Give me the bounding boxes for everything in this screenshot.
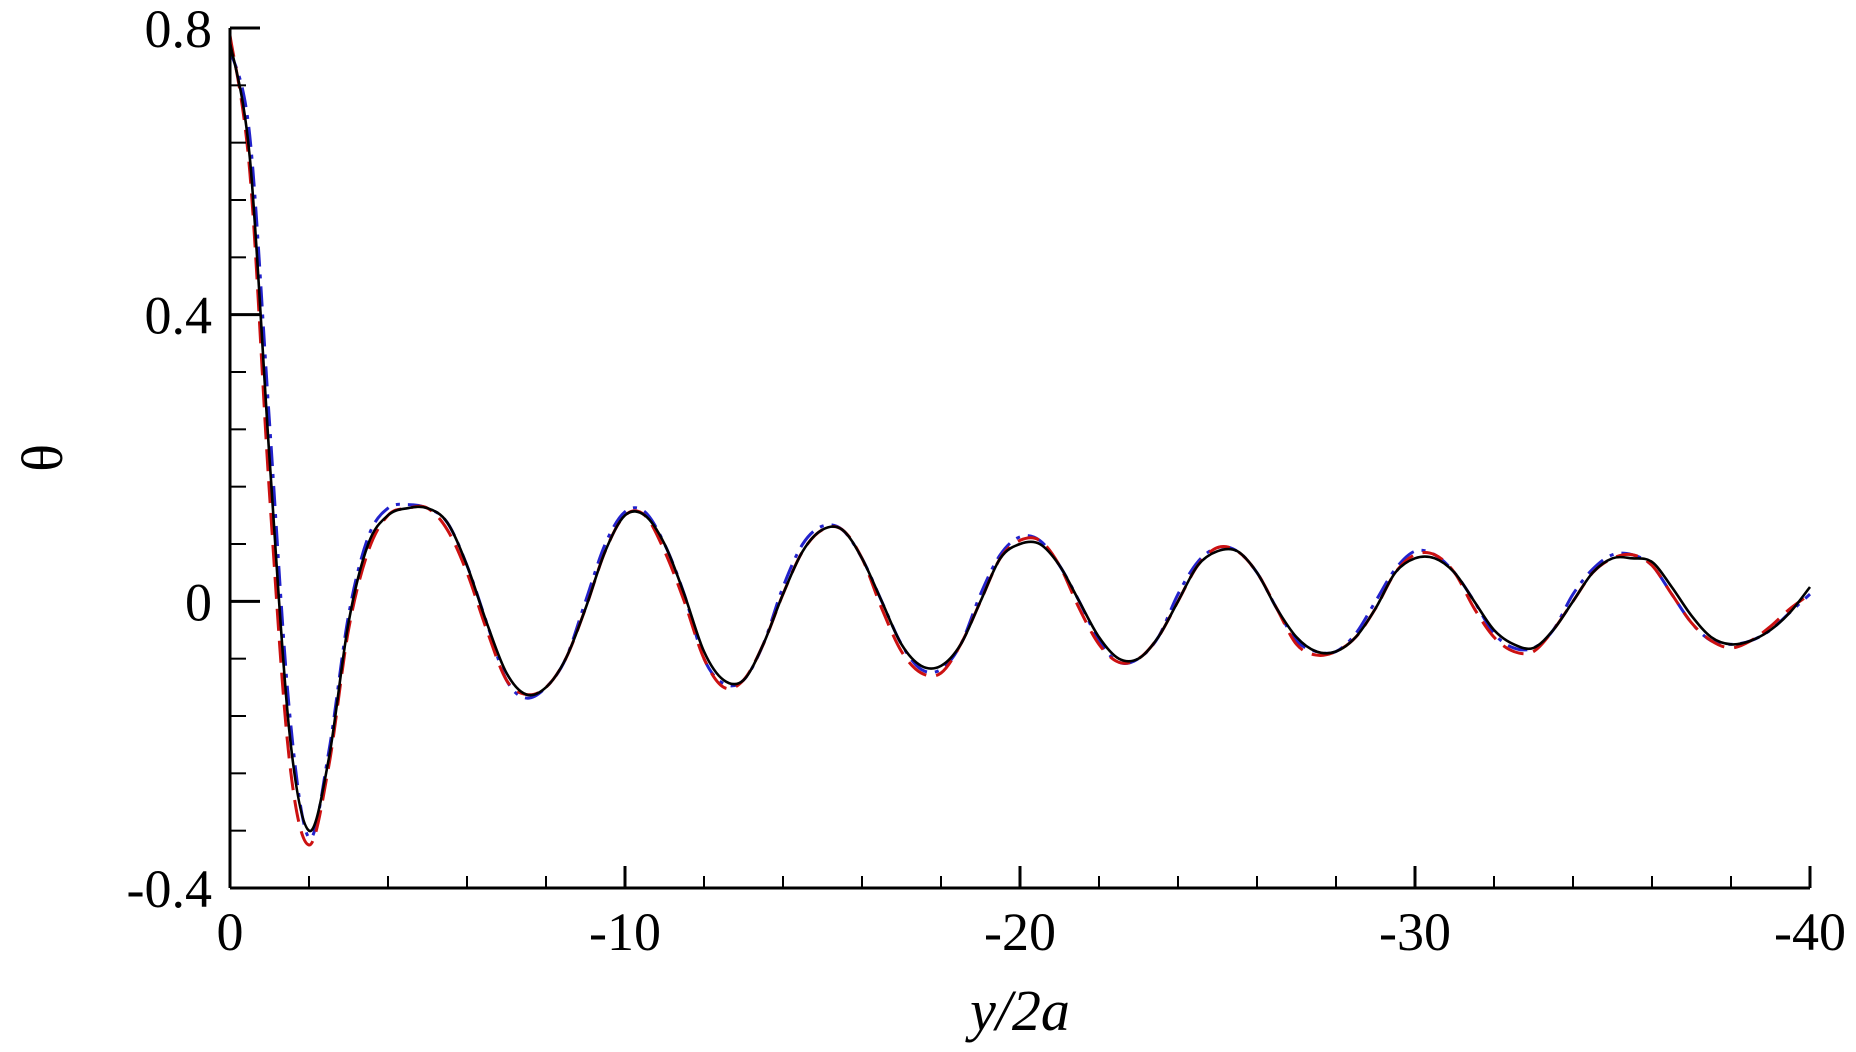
series-line-1 (228, 42, 1812, 833)
series-layer (228, 34, 1812, 847)
x-tick-label: -30 (1379, 902, 1451, 962)
x-tick-label: -20 (984, 902, 1056, 962)
x-tick-label: 0 (217, 902, 244, 962)
series-line-3 (228, 49, 1812, 840)
y-tick-label: 0.8 (145, 0, 213, 59)
axes-layer (228, 28, 1810, 890)
y-tick-label: 0.4 (145, 286, 213, 346)
y-axis-label: θ (10, 444, 75, 472)
x-tick-label: -40 (1774, 902, 1846, 962)
labels-layer: y/2a θ (10, 444, 1070, 1043)
x-axis-label: y/2a (965, 978, 1070, 1043)
ticks-layer: 0 -10 -20 -30 -40-0.400.40.8 (127, 0, 1846, 962)
y-tick-label: 0 (185, 572, 212, 632)
y-tick-label: -0.4 (127, 859, 212, 919)
x-tick-label: -10 (589, 902, 661, 962)
series-line-2 (228, 34, 1811, 847)
